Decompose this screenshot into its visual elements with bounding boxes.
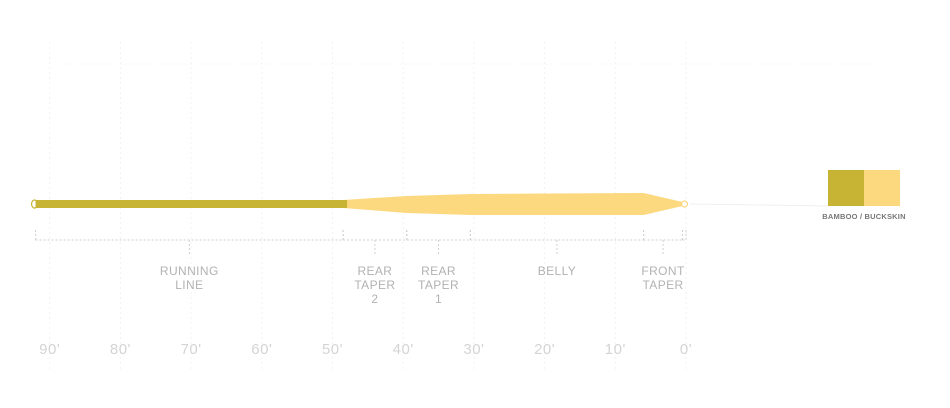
swatch-bamboo [828, 170, 864, 206]
axis-tick-label: 60' [251, 341, 272, 358]
axis-tick-label: 10' [605, 341, 626, 358]
section-label: BELLY [538, 264, 576, 278]
axis-tick-label: 30' [463, 341, 484, 358]
section-label: REAR [357, 264, 392, 278]
section-label: TAPER [418, 278, 459, 292]
section-label: TAPER [354, 278, 395, 292]
axis-tick-label: 80' [110, 341, 131, 358]
color-swatch: BAMBOO / BUCKSKIN [822, 170, 906, 221]
axis-tick-label: 90' [39, 341, 60, 358]
swatch-label: BAMBOO / BUCKSKIN [822, 212, 905, 221]
axis-tick-label: 0' [680, 341, 692, 358]
section-label: RUNNING [160, 264, 219, 278]
section-label: LINE [175, 278, 203, 292]
line-head-segment [343, 193, 683, 215]
swatch-buckskin [864, 170, 900, 206]
section-label: REAR [421, 264, 456, 278]
line-tip-trail [689, 203, 831, 207]
section-brackets [35, 230, 687, 256]
axis-tick-label: 20' [534, 341, 555, 358]
fly-line [30, 193, 831, 215]
section-label: 1 [435, 292, 442, 306]
length-axis: 90' 80' 70' 60' 50' 40' 30' 20' 10' 0' [39, 341, 692, 358]
axis-tick-label: 70' [181, 341, 202, 358]
section-label: TAPER [642, 278, 683, 292]
rear-loop [30, 199, 39, 209]
section-label: 2 [371, 292, 378, 306]
axis-tick-label: 40' [393, 341, 414, 358]
running-line-segment [35, 200, 348, 208]
section-label: FRONT [641, 264, 685, 278]
front-loop [680, 200, 689, 208]
axis-tick-label: 50' [322, 341, 343, 358]
